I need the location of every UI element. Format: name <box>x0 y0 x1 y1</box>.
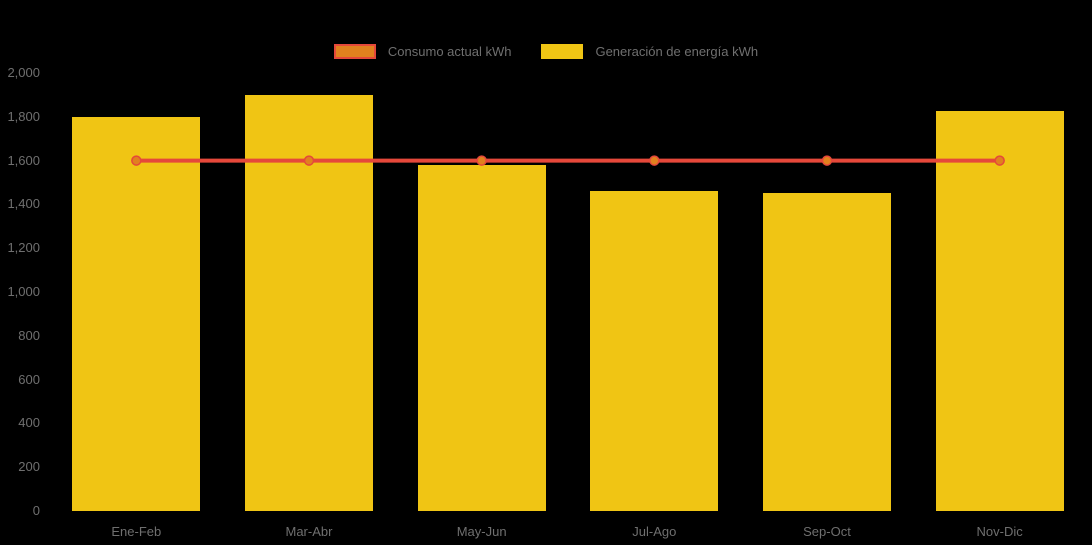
y-tick-label: 0 <box>32 503 40 518</box>
legend: Consumo actual kWh Generación de energía… <box>0 44 1092 59</box>
line-marker-icon <box>821 155 833 166</box>
y-tick-label: 1,000 <box>7 284 40 299</box>
x-axis-label: Jul-Ago <box>632 524 677 539</box>
y-tick-label: 1,800 <box>7 108 40 124</box>
x-axis-label: Ene-Feb <box>111 524 162 539</box>
y-tick-label: 800 <box>18 327 40 343</box>
y-tick-label: 1,400 <box>7 196 40 212</box>
y-tick-label: 1,600 <box>7 152 40 168</box>
y-tick-label: 600 <box>18 371 40 387</box>
generation-bar <box>72 116 201 511</box>
x-axis-label: Sep-Oct <box>803 524 851 539</box>
legend-label-consumo: Consumo actual kWh <box>387 44 512 59</box>
y-tick-label: 400 <box>18 415 40 431</box>
generation-bar <box>935 111 1064 511</box>
y-tick-label: 200 <box>18 459 40 475</box>
generation-bar <box>763 193 891 511</box>
line-marker-icon <box>649 155 660 166</box>
line-marker-icon <box>476 155 487 166</box>
generacion-series-swatch-icon <box>541 44 584 59</box>
y-tick-label: 1,200 <box>7 240 40 256</box>
legend-item-generacion-energia[interactable]: Generación de energía kWh <box>541 44 758 59</box>
legend-label-generacion: Generación de energía kWh <box>595 44 759 59</box>
consumo-series-swatch-icon <box>333 44 376 59</box>
y-tick-label: 2,000 <box>7 65 40 80</box>
x-axis-label: Mar-Abr <box>285 524 333 539</box>
generation-bar <box>245 94 373 511</box>
x-axis-label: Nov-Dic <box>976 524 1023 539</box>
x-axis-label: May-Jun <box>456 524 507 539</box>
generation-bar <box>417 164 546 511</box>
generation-bar <box>590 191 719 511</box>
legend-item-consumo-actual[interactable]: Consumo actual kWh <box>333 44 512 59</box>
